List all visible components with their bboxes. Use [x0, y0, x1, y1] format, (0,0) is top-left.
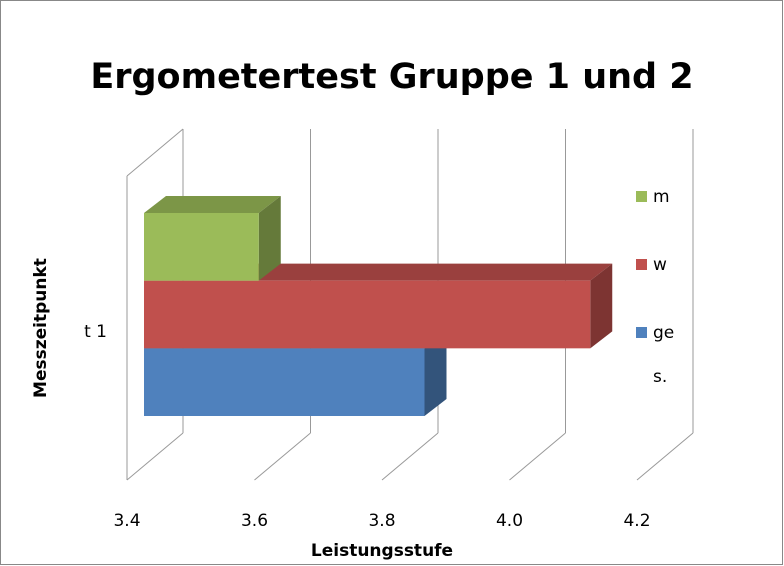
x-tick-label: 3.4 — [113, 511, 140, 531]
legend-swatch — [636, 259, 647, 270]
grid-line — [636, 432, 694, 481]
grid-line — [381, 432, 439, 481]
bar — [144, 280, 591, 349]
grid-line — [126, 432, 184, 481]
bar-side — [258, 196, 281, 281]
legend-swatch — [636, 327, 647, 338]
bar-side — [424, 331, 447, 416]
bar — [144, 348, 425, 416]
y-axis-title: Messzeitpunkt — [31, 258, 51, 398]
grid-line — [254, 432, 311, 481]
y-tick-label: t 1 — [84, 322, 107, 342]
x-tick-label: 3.8 — [368, 511, 395, 531]
legend-label: m — [653, 187, 670, 207]
legend-label: ges. — [653, 323, 675, 387]
grid-line — [509, 432, 566, 481]
x-tick-label: 3.6 — [241, 511, 268, 531]
legend-swatch — [636, 191, 647, 202]
bar-top — [144, 196, 281, 213]
chart-title: Ergometertest Gruppe 1 und 2 — [90, 57, 693, 97]
wall-edge — [126, 128, 184, 177]
x-axis-title: Leistungsstufe — [311, 541, 453, 561]
x-tick-label: 4.2 — [623, 511, 650, 531]
bar — [144, 213, 259, 281]
legend-label: w — [653, 255, 667, 275]
x-tick-label: 4.0 — [496, 511, 523, 531]
bar-side — [590, 263, 613, 349]
